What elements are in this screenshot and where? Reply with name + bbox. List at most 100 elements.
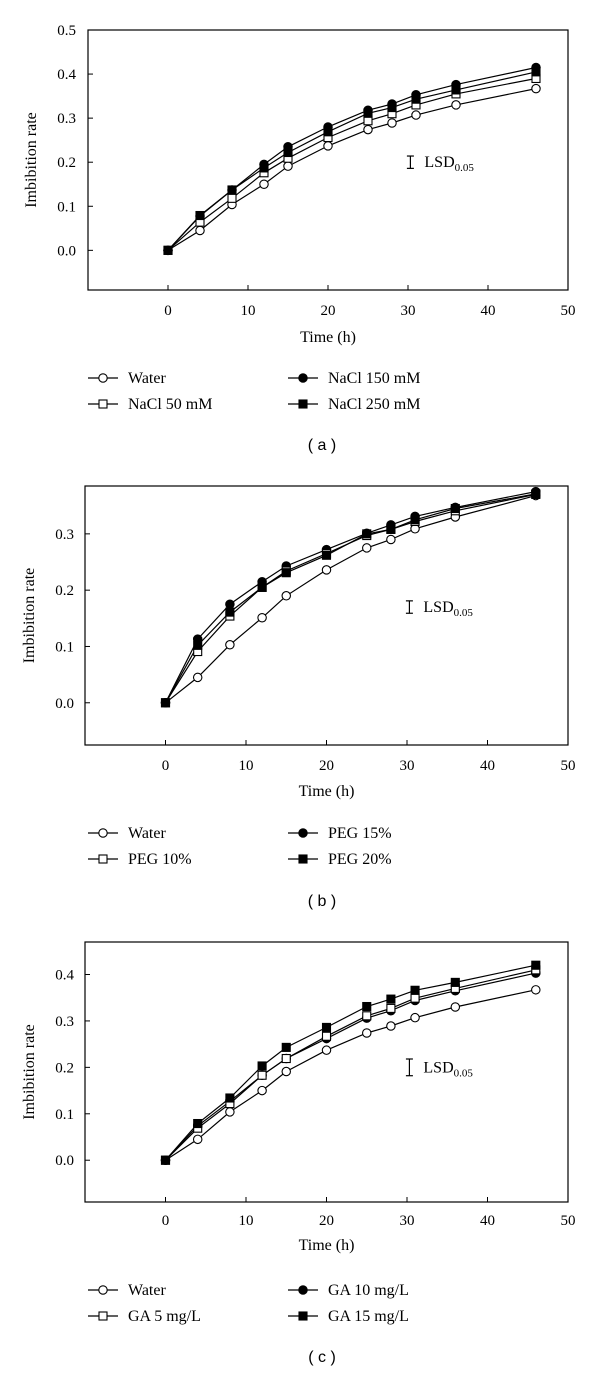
data-point — [281, 591, 291, 601]
y-tick-label: 0.1 — [57, 199, 76, 215]
legend-marker — [98, 399, 108, 409]
data-point — [195, 225, 205, 236]
data-point — [411, 110, 421, 120]
data-point — [321, 565, 332, 575]
y-tick-label: 0.0 — [57, 243, 76, 259]
x-tick-label: 30 — [400, 1213, 415, 1229]
lsd-label: LSD0.05 — [423, 599, 473, 619]
data-point — [257, 1061, 267, 1071]
data-point — [363, 116, 373, 126]
lsd-label: LSD0.05 — [423, 1059, 473, 1079]
legend-marker — [98, 373, 108, 383]
data-point — [410, 515, 420, 525]
data-point — [227, 193, 237, 203]
panel-caption: ( a ) — [308, 437, 336, 454]
data-point — [387, 103, 397, 113]
data-point — [386, 994, 396, 1004]
legend-label: GA 5 mg/L — [128, 1308, 201, 1325]
y-tick-label: 0.4 — [57, 67, 76, 83]
data-point — [283, 161, 293, 171]
data-point — [450, 1002, 461, 1012]
data-point — [257, 613, 267, 623]
legend: Water NaCl 150 mM NaCl 50 mM NaCl 250 mM — [88, 370, 420, 413]
data-point — [387, 118, 397, 128]
x-tick-label: 10 — [239, 1213, 254, 1229]
y-tick-label: 0.2 — [57, 155, 76, 171]
x-tick-label: 0 — [162, 758, 170, 774]
legend-marker — [98, 828, 108, 838]
data-point — [225, 599, 235, 609]
series-line-ga-5-mg-l — [165, 969, 536, 1161]
legend-item: Water — [88, 825, 166, 842]
legend-item: Water — [88, 1282, 166, 1299]
legend: Water PEG 15% PEG 10% PEG 20% — [88, 825, 392, 868]
data-point — [531, 67, 541, 77]
y-tick-label: 0.3 — [57, 111, 76, 127]
series-line-water — [165, 495, 536, 704]
legend-label: NaCl 150 mM — [328, 370, 420, 387]
data-point — [531, 985, 541, 995]
panel-caption: ( b ) — [308, 893, 336, 910]
data-point — [193, 640, 203, 650]
y-axis-label: Imbibition rate — [21, 1024, 38, 1120]
data-point — [410, 993, 420, 1003]
data-point — [281, 1066, 291, 1077]
x-axis-label: Time (h) — [299, 1237, 355, 1254]
legend-marker — [98, 854, 108, 864]
y-tick-label: 0.0 — [55, 1153, 74, 1169]
lsd-label: LSD0.05 — [424, 154, 474, 174]
data-point — [450, 977, 460, 987]
y-tick-label: 0.0 — [55, 696, 74, 712]
data-point — [411, 94, 421, 104]
legend-label: PEG 20% — [328, 851, 392, 868]
y-tick-label: 0.3 — [55, 1014, 74, 1030]
legend-marker — [298, 854, 308, 864]
y-axis-label: Imbibition rate — [21, 568, 38, 664]
legend-label: NaCl 50 mM — [128, 396, 212, 413]
x-tick-label: 0 — [162, 1213, 170, 1229]
data-point — [257, 582, 267, 592]
legend-label: Water — [128, 370, 166, 387]
legend-item: NaCl 50 mM — [88, 396, 212, 413]
series-line-nacl-150-mm — [167, 66, 537, 251]
chart-panel-a: 0 10 20 30 40 50 0.0 0.1 0.2 0.3 0.4 0.5 Time (h) Imb… — [23, 23, 576, 454]
x-tick-label: 30 — [400, 758, 415, 774]
data-point — [257, 1070, 267, 1080]
data-point — [192, 1134, 203, 1145]
x-tick-label: 40 — [480, 1213, 495, 1229]
legend-item: Water — [88, 370, 166, 387]
legend-marker — [98, 1285, 108, 1295]
data-point — [160, 698, 171, 708]
legend-label: GA 10 mg/L — [328, 1282, 409, 1299]
data-point — [225, 1093, 235, 1103]
data-point — [410, 985, 420, 995]
x-axis-label: Time (h) — [299, 783, 355, 800]
legend-label: Water — [128, 1282, 166, 1299]
data-point — [192, 672, 203, 683]
x-axis-label: Time (h) — [300, 329, 356, 346]
chart-panel-c: 0 10 20 30 40 50 0.0 0.1 0.2 0.3 0.4 Time (h) Imbibi… — [21, 941, 576, 1366]
x-tick-label: 20 — [319, 1213, 334, 1229]
data-point — [386, 524, 396, 534]
x-tick-label: 10 — [241, 303, 256, 319]
data-point — [386, 534, 396, 545]
y-tick-label: 0.5 — [57, 23, 76, 39]
data-point — [410, 1012, 420, 1023]
data-point — [257, 1085, 267, 1096]
data-point — [160, 1155, 171, 1165]
data-point — [362, 1001, 372, 1012]
data-point — [531, 83, 541, 94]
data-point — [362, 1011, 372, 1021]
y-tick-label: 0.2 — [55, 583, 74, 599]
data-point — [281, 568, 291, 578]
data-point — [259, 179, 269, 189]
data-point — [321, 1022, 332, 1032]
data-point — [323, 141, 333, 151]
data-point — [362, 529, 372, 539]
series-line-nacl-50-mm — [167, 77, 537, 251]
x-tick-label: 50 — [561, 303, 576, 319]
legend-item: PEG 15% — [288, 825, 392, 842]
data-point — [193, 1118, 203, 1129]
series-line-ga-15-mg-l — [165, 964, 536, 1161]
lsd-indicator: LSD0.05 — [405, 1058, 473, 1079]
